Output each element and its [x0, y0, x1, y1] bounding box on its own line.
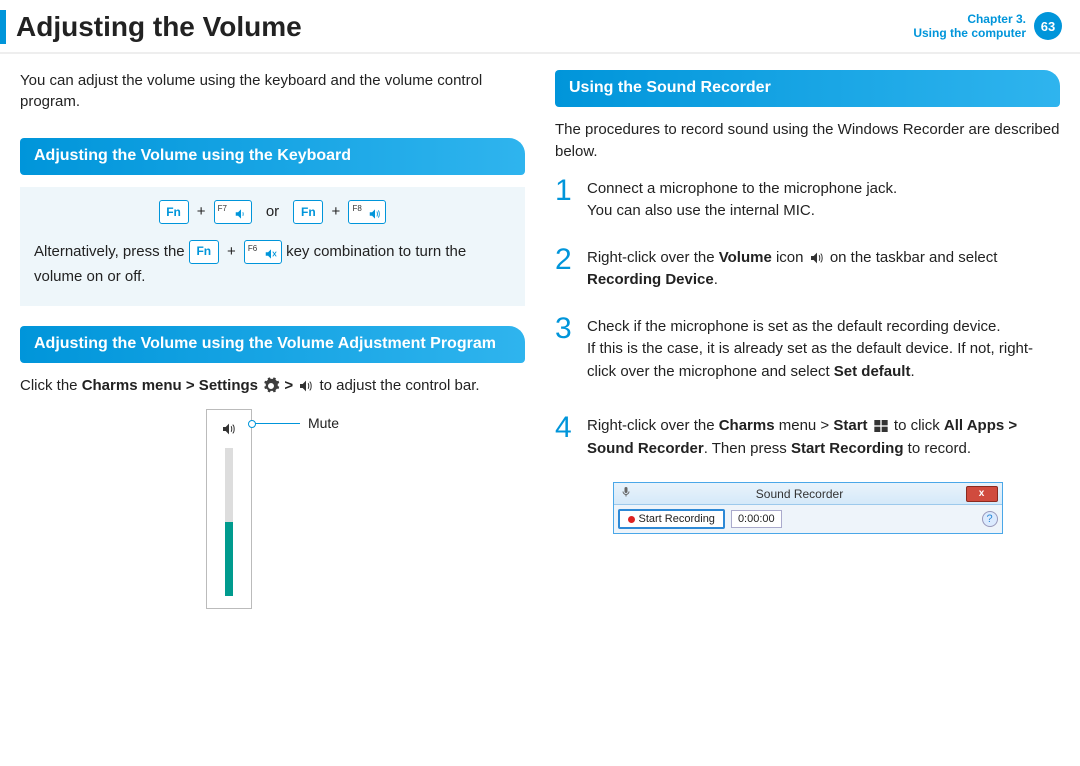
program-para: Click the Charms menu > Settings > to ad… — [20, 375, 525, 398]
recording-time: 0:00:00 — [731, 510, 782, 528]
left-column: You can adjust the volume using the keyb… — [20, 70, 525, 609]
volume-slider[interactable] — [206, 409, 252, 609]
mute-label: Mute — [308, 415, 339, 431]
key-fn-2: Fn — [293, 200, 323, 224]
step-body: Check if the microphone is set as the de… — [587, 314, 1060, 392]
volume-icon — [808, 249, 826, 267]
key-f8: F8 — [348, 200, 386, 224]
start-recording-button[interactable]: Start Recording — [618, 509, 725, 529]
header-right: Chapter 3. Using the computer 63 — [913, 10, 1080, 41]
plus-1: + — [197, 203, 206, 220]
gear-icon — [262, 377, 280, 395]
steps-list: 1Connect a microphone to the microphone … — [555, 176, 1060, 461]
step: 1Connect a microphone to the microphone … — [555, 176, 1060, 223]
sound-recorder-titlebar: Sound Recorder x — [614, 483, 1002, 505]
left-intro: You can adjust the volume using the keyb… — [20, 70, 525, 112]
sound-recorder-body: Start Recording 0:00:00 ? — [614, 505, 1002, 533]
mute-icon[interactable] — [221, 416, 237, 442]
volume-icon — [297, 377, 315, 395]
callout-line — [252, 423, 300, 424]
volume-track-fill — [225, 522, 233, 596]
step-number: 1 — [555, 176, 577, 223]
title-bar: Adjusting the Volume — [0, 10, 302, 44]
sound-recorder-window: Sound Recorder x Start Recording 0:00:00… — [613, 482, 1003, 534]
key-fn: Fn — [159, 200, 189, 224]
step-number: 3 — [555, 314, 577, 392]
chapter-line1: Chapter 3. — [913, 12, 1026, 26]
close-button[interactable]: x — [966, 486, 998, 502]
section-program-title: Adjusting the Volume using the Volume Ad… — [20, 326, 525, 363]
keyboard-box: Fn + F7 or Fn + F8 Alternatively, press … — [20, 187, 525, 306]
step-body: Right-click over the Charms menu > Start… — [587, 413, 1060, 460]
sound-recorder-title: Sound Recorder — [634, 487, 966, 501]
mic-icon — [618, 486, 634, 501]
step: 2Right-click over the Volume icon on the… — [555, 245, 1060, 292]
page-number: 63 — [1034, 12, 1062, 40]
record-icon — [628, 516, 635, 523]
key-f6: F6 — [244, 240, 282, 264]
step-number: 2 — [555, 245, 577, 292]
help-button[interactable]: ? — [982, 511, 998, 527]
step-number: 4 — [555, 413, 577, 460]
section-keyboard-title: Adjusting the Volume using the Keyboard — [20, 138, 525, 175]
step-body: Connect a microphone to the microphone j… — [587, 176, 897, 223]
windows-start-icon — [872, 417, 890, 435]
volume-track[interactable] — [225, 448, 233, 596]
right-column: Using the Sound Recorder The procedures … — [555, 70, 1060, 609]
right-intro: The procedures to record sound using the… — [555, 119, 1060, 164]
sound-recorder-wrap: Sound Recorder x Start Recording 0:00:00… — [555, 482, 1060, 534]
volume-diagram: Mute — [20, 409, 525, 609]
start-recording-label: Start Recording — [639, 513, 715, 525]
chapter-line2: Using the computer — [913, 26, 1026, 40]
page-title: Adjusting the Volume — [16, 11, 302, 43]
mute-callout: Mute — [252, 415, 339, 431]
title-accent — [0, 10, 6, 44]
key-row: Fn + F7 or Fn + F8 — [34, 199, 511, 225]
step: 4Right-click over the Charms menu > Star… — [555, 413, 1060, 460]
content-columns: You can adjust the volume using the keyb… — [0, 54, 1080, 609]
step-body: Right-click over the Volume icon on the … — [587, 245, 1060, 292]
or-label: or — [266, 203, 279, 220]
alt-text: Alternatively, press the Fn + F6 key com… — [34, 239, 511, 290]
chapter-block: Chapter 3. Using the computer — [913, 12, 1026, 41]
section-recorder-title: Using the Sound Recorder — [555, 70, 1060, 107]
step: 3Check if the microphone is set as the d… — [555, 314, 1060, 392]
key-fn-3: Fn — [189, 240, 219, 264]
plus-2: + — [332, 203, 341, 220]
key-f7: F7 — [214, 200, 252, 224]
page-header: Adjusting the Volume Chapter 3. Using th… — [0, 0, 1080, 54]
